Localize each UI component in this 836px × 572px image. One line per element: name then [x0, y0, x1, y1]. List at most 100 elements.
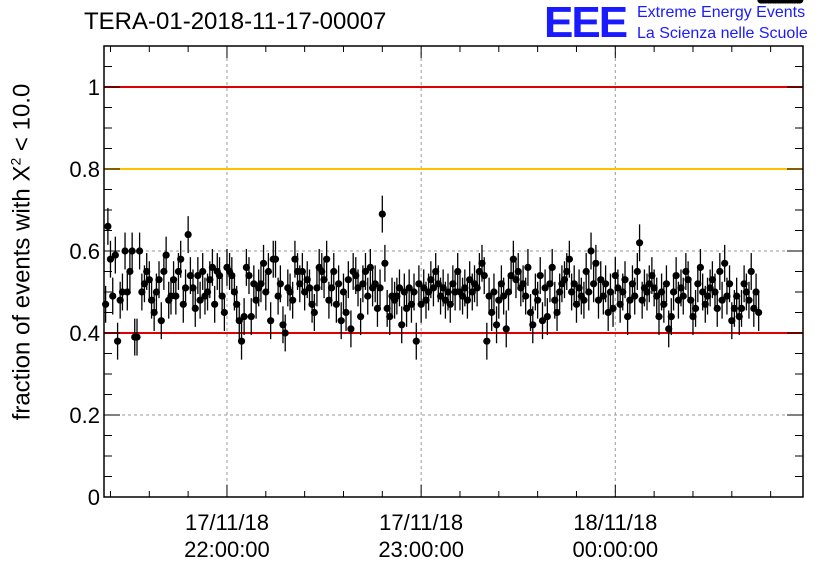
data-point: [184, 231, 192, 239]
data-point: [240, 313, 248, 321]
data-point: [339, 288, 348, 296]
data-point: [410, 288, 418, 296]
data-point: [716, 267, 724, 276]
data-point: [604, 308, 612, 317]
data-point: [291, 255, 299, 263]
data-point: [514, 267, 522, 276]
data-point: [572, 300, 581, 308]
data-point: [121, 247, 129, 255]
data-point: [480, 272, 488, 280]
data-point: [152, 288, 161, 296]
data-point: [587, 247, 595, 255]
data-point: [565, 255, 573, 263]
data-point: [106, 255, 115, 263]
data-point: [635, 239, 644, 247]
data-point: [135, 247, 144, 255]
data-point: [199, 267, 207, 276]
data-point: [301, 288, 309, 296]
data-point: [509, 255, 517, 263]
data-point: [281, 329, 289, 337]
data-point: [398, 321, 406, 329]
data-point: [590, 280, 598, 288]
data-point: [626, 296, 634, 304]
data-point: [357, 313, 365, 321]
data-point: [548, 263, 556, 271]
data-point: [553, 308, 561, 317]
data-point: [592, 259, 600, 267]
data-point: [543, 313, 551, 321]
data-point: [402, 304, 411, 312]
data-point: [247, 313, 255, 321]
data-point: [674, 296, 683, 304]
data-point: [271, 255, 280, 263]
data-point: [310, 308, 318, 317]
data-point: [150, 308, 158, 317]
data-point: [650, 284, 658, 292]
data-point: [485, 292, 493, 300]
data-point: [172, 292, 180, 300]
y-axis-label-suffix: < 10.0: [8, 83, 36, 158]
data-point: [483, 337, 491, 345]
data-point: [616, 300, 624, 308]
data-point: [332, 300, 340, 308]
data-point: [488, 308, 496, 317]
data-point: [721, 259, 729, 267]
data-point: [371, 280, 379, 288]
eee-logo-mark: EEE: [544, 0, 628, 47]
data-point: [733, 292, 741, 300]
x-tick-label-date: 17/11/18: [185, 510, 269, 535]
data-point: [233, 300, 241, 308]
data-point: [490, 288, 498, 296]
data-point: [128, 247, 136, 255]
logo-text-line-2: La Scienza nelle Scuole: [637, 25, 808, 42]
data-point: [344, 276, 352, 284]
data-point: [147, 296, 156, 304]
x-tick-label-time: 00:00:00: [572, 537, 658, 562]
data-point: [335, 280, 343, 288]
data-point: [699, 288, 707, 296]
data-point: [502, 325, 510, 333]
data-point: [267, 317, 275, 325]
data-point: [138, 288, 146, 296]
data-point: [582, 267, 590, 276]
data-point: [755, 308, 763, 317]
data-point: [189, 284, 197, 292]
data-point: [524, 263, 532, 271]
data-point: [684, 276, 692, 284]
data-point: [436, 292, 445, 300]
data-point: [386, 313, 394, 321]
data-point: [323, 255, 331, 263]
data-point: [415, 280, 423, 288]
data-point: [432, 267, 440, 276]
data-point: [162, 251, 170, 259]
y-axis-label-superscript: 2: [7, 157, 24, 166]
data-point: [186, 272, 195, 280]
data-point: [689, 313, 697, 321]
eee-logo: EEE Extreme Energy Events La Scienza nel…: [544, 0, 834, 47]
data-point: [237, 337, 246, 345]
y-axis-label: fraction of events with X2 < 10.0: [8, 84, 37, 421]
data-point: [257, 280, 265, 288]
y-tick-label: 0.4: [69, 321, 100, 346]
data-point: [492, 321, 501, 329]
x-tick-label-time: 23:00:00: [378, 537, 464, 562]
data-point: [289, 296, 297, 304]
data-point: [143, 267, 151, 276]
data-point: [211, 300, 219, 308]
y-tick-label: 0: [88, 485, 100, 510]
data-point: [383, 304, 391, 312]
data-point: [215, 272, 224, 280]
data-point: [337, 317, 345, 325]
data-point: [313, 284, 321, 292]
data-point: [407, 300, 416, 308]
data-point: [633, 267, 641, 276]
data-point: [718, 296, 726, 304]
y-tick-label: 0.2: [69, 403, 100, 428]
data-point: [412, 337, 420, 345]
data-point: [422, 296, 430, 304]
data-point: [463, 296, 472, 304]
data-point: [737, 304, 746, 312]
data-point: [500, 292, 508, 300]
data-point: [446, 300, 454, 308]
data-point: [196, 296, 204, 304]
